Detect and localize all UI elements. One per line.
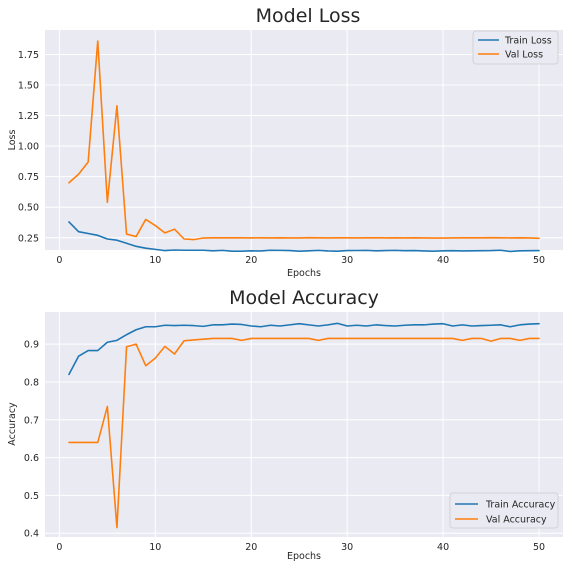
accuracy-gridlines <box>45 312 563 537</box>
loss-x-axis-label: Epochs <box>287 268 321 279</box>
accuracy-x-tick-label: 30 <box>341 542 353 553</box>
accuracy-y-tick-label: 0.4 <box>24 529 39 540</box>
series-line-train-loss <box>68 221 540 253</box>
accuracy-chart-title: Model Accuracy <box>229 287 379 309</box>
loss-y-tick-labels: 0.25 0.50 0.75 1.00 1.25 1.50 1.75 <box>18 50 39 244</box>
loss-y-tick-label: 1.50 <box>18 81 39 92</box>
accuracy-chart: Model Accuracy 0 10 20 30 40 50 0.40.50.60.70… <box>7 287 563 562</box>
accuracy-y-tick-label: 0.8 <box>24 377 39 388</box>
loss-series-lines <box>68 40 540 253</box>
accuracy-x-tick-labels: 0 10 20 30 40 50 <box>56 542 545 553</box>
accuracy-y-tick-label: 0.5 <box>24 491 39 502</box>
loss-chart-title: Model Loss <box>256 5 361 27</box>
loss-x-tick-label: 30 <box>341 255 353 266</box>
loss-chart: Model Loss 0 10 20 30 40 50 0.25 0.50 0.75 1.00 1… <box>7 5 563 279</box>
accuracy-x-tick-label: 0 <box>56 542 62 553</box>
legend-label-train-accuracy: Train Accuracy <box>485 500 556 511</box>
accuracy-x-tick-label: 50 <box>533 542 545 553</box>
accuracy-x-tick-label: 40 <box>437 542 449 553</box>
loss-y-tick-label: 0.25 <box>18 233 39 244</box>
series-line-val-loss <box>68 40 540 241</box>
accuracy-x-axis-label: Epochs <box>287 551 321 562</box>
loss-x-tick-label: 0 <box>56 255 62 266</box>
accuracy-y-axis-label: Accuracy <box>7 402 18 446</box>
series-line-val-accuracy <box>68 337 540 529</box>
loss-y-tick-label: 1.25 <box>18 111 39 122</box>
loss-plot-area <box>45 30 563 250</box>
accuracy-y-tick-labels: 0.4 0.5 0.6 0.7 0.8 0.9 <box>24 340 39 540</box>
loss-x-tick-labels: 0 10 20 30 40 50 <box>56 255 545 266</box>
accuracy-y-tick-label: 0.9 <box>24 340 39 351</box>
loss-y-tick-label: 0.75 <box>18 172 39 183</box>
loss-y-axis-label: Loss <box>7 130 18 151</box>
accuracy-series-lines <box>68 322 540 529</box>
legend-label-train-loss: Train Loss <box>504 36 552 47</box>
loss-x-tick-label: 50 <box>533 255 545 266</box>
legend-label-val-loss: Val Loss <box>505 50 543 61</box>
loss-legend: Train Loss Val Loss <box>472 30 559 65</box>
loss-x-tick-label: 40 <box>437 255 449 266</box>
loss-x-tick-label: 10 <box>149 255 161 266</box>
loss-y-tick-label: 0.50 <box>18 203 39 214</box>
legend-label-val-accuracy: Val Accuracy <box>486 515 547 526</box>
accuracy-x-tick-label: 10 <box>149 542 161 553</box>
accuracy-y-tick-label: 0.7 <box>24 415 39 426</box>
accuracy-y-tick-label: 0.6 <box>24 453 39 464</box>
loss-x-tick-label: 20 <box>245 255 257 266</box>
loss-y-tick-label: 1.00 <box>18 142 39 153</box>
accuracy-legend: Train Accuracy Val Accuracy <box>449 492 559 529</box>
loss-y-tick-label: 1.75 <box>18 50 39 61</box>
accuracy-x-tick-label: 20 <box>245 542 257 553</box>
series-line-train-accuracy <box>68 322 540 376</box>
